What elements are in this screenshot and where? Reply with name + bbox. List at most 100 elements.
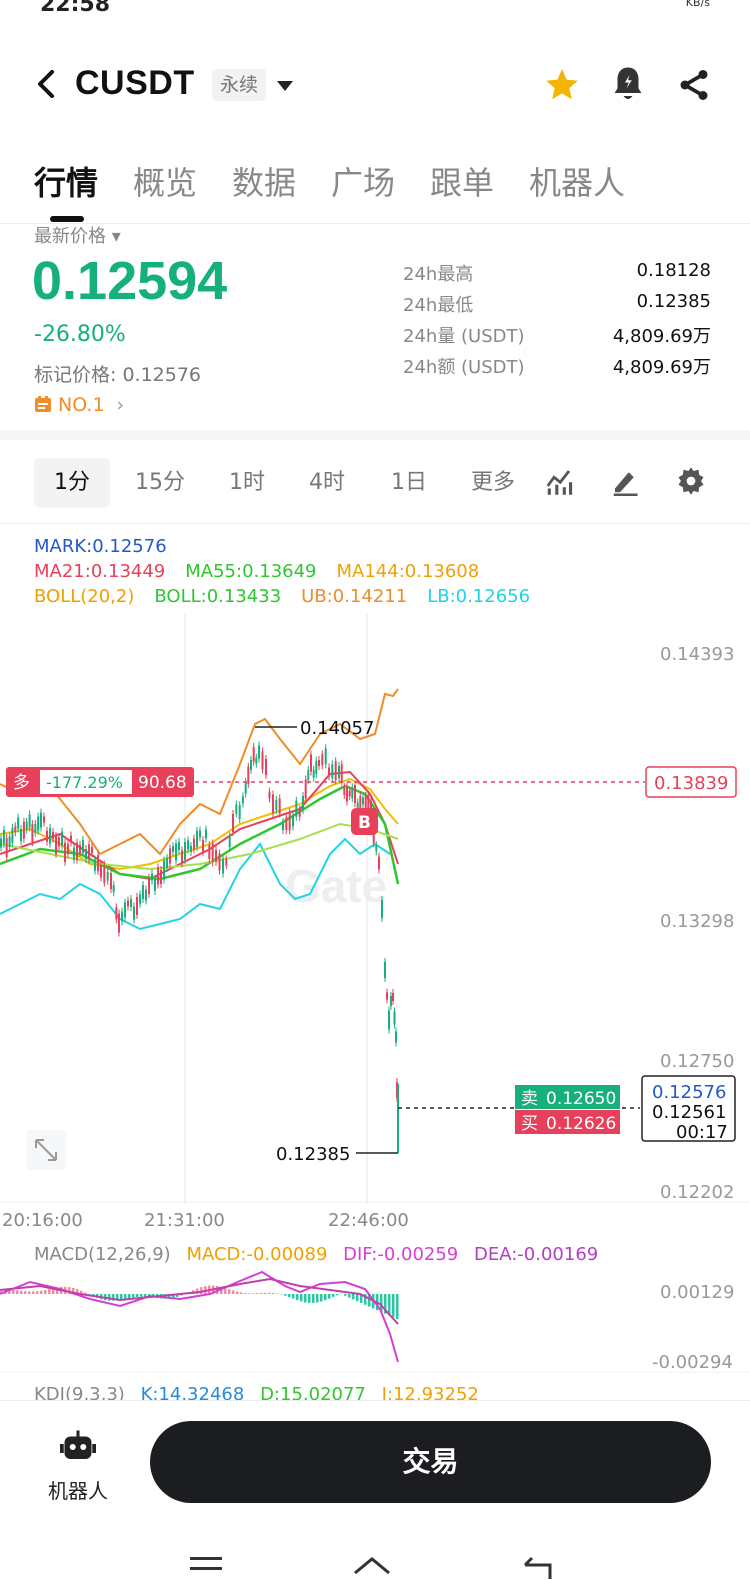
buy-label: 买	[521, 1114, 538, 1134]
legend-boll: BOLL(20,2)	[34, 586, 135, 607]
interval-15m[interactable]: 15分	[135, 470, 185, 495]
price-alert-bell-icon[interactable]	[610, 64, 646, 104]
buy-price: 0.12626	[546, 1114, 616, 1134]
macd-legend: MACD(12,26,9) MACD:-0.00089 DIF:-0.00259…	[34, 1244, 598, 1265]
macd-bar	[108, 1294, 111, 1301]
back-arrow-icon[interactable]	[32, 66, 62, 102]
latest-price-label[interactable]: 最新价格 ▾	[34, 226, 121, 247]
rank-badge[interactable]: NO.1 ›	[34, 394, 124, 416]
settings-gear-icon[interactable]	[676, 466, 706, 496]
macd-bar	[320, 1294, 323, 1302]
position-value: 90.68	[138, 773, 187, 793]
sell-price-badge[interactable]	[515, 1085, 620, 1109]
macd-bar	[44, 1290, 47, 1294]
position-pnl: -177.29%	[46, 773, 123, 792]
tab-copy-trade[interactable]: 跟单	[430, 164, 495, 202]
menu-icon[interactable]	[190, 1557, 222, 1570]
kdj-legend: KDJ(9,3,3) K:14.32468 D:15.02077 J:12.93…	[34, 1384, 479, 1400]
tab-robot[interactable]: 机器人	[529, 164, 626, 202]
dea-value: DEA:-0.00169	[474, 1244, 598, 1265]
pair-dropdown-icon[interactable]	[276, 80, 294, 92]
low-marker-label: 0.12385	[276, 1144, 350, 1165]
macd-bar	[272, 1293, 275, 1294]
buy-price-badge[interactable]	[515, 1110, 620, 1134]
macd-bar	[316, 1294, 319, 1303]
interval-bar: 1分 15分 1时 4时 1日 更多	[0, 440, 750, 524]
macd-bar	[240, 1292, 243, 1294]
macd-bar	[32, 1291, 35, 1294]
interval-1m[interactable]: 1分	[34, 458, 110, 508]
interval-1d[interactable]: 1日	[391, 470, 427, 495]
tab-square[interactable]: 广场	[331, 164, 396, 202]
macd-bar	[224, 1287, 227, 1294]
pair-title[interactable]: CUSDT	[75, 64, 195, 102]
interval-1h[interactable]: 1时	[229, 470, 265, 495]
price-axis-tick: 0.13298	[660, 911, 734, 932]
tab-market[interactable]: 行情	[34, 164, 99, 202]
macd-bar	[72, 1287, 75, 1294]
macd-bar	[168, 1294, 171, 1299]
macd-bar	[336, 1294, 339, 1296]
macd-bar	[392, 1294, 395, 1318]
robot-label[interactable]: 机器人	[48, 1479, 108, 1503]
sell-price: 0.12650	[546, 1089, 616, 1109]
kdj-d: D:15.02077	[260, 1384, 366, 1400]
macd-bar	[324, 1294, 327, 1301]
kline-chart[interactable]: MARK:0.12576 MA21:0.13449 MA55:0.13649 MA1…	[0, 524, 750, 1400]
position-side: 多	[13, 773, 30, 793]
macd-bar	[112, 1294, 115, 1301]
contract-type-tag: 永续	[212, 69, 267, 101]
macd-bar	[364, 1294, 367, 1305]
macd-bar	[344, 1294, 347, 1296]
favorite-star-icon[interactable]	[543, 66, 581, 104]
macd-bar	[36, 1291, 39, 1294]
interval-more[interactable]: 更多	[471, 470, 516, 495]
macd-bar	[116, 1294, 119, 1301]
chart-canvas[interactable]: Gate 0.14057 0.12385 多 -177.29% 90.68 0.…	[0, 524, 750, 1400]
macd-bar	[172, 1294, 175, 1298]
time-axis-tick: 22:46:00	[328, 1210, 409, 1231]
legend-boll-mid: BOLL:0.13433	[154, 586, 282, 607]
stat-row: 24h最低 0.12385	[403, 291, 711, 322]
back-nav-icon[interactable]	[523, 1556, 552, 1579]
fullscreen-icon[interactable]	[26, 1130, 66, 1170]
share-icon[interactable]	[676, 66, 712, 104]
trade-button[interactable]: 交易	[150, 1421, 711, 1503]
macd-bar	[368, 1294, 371, 1307]
stat-label: 24h最低	[403, 295, 474, 316]
chevron-right-icon: ›	[116, 394, 125, 416]
system-nav-bar	[190, 1556, 552, 1579]
candle-countdown: 00:17	[676, 1122, 728, 1143]
legend-ma21: MA21:0.13449	[34, 561, 166, 582]
mark-legend: MARK:0.12576	[34, 536, 187, 557]
macd-bar	[348, 1294, 351, 1298]
draw-pen-icon[interactable]	[610, 466, 640, 496]
indicator-icon[interactable]	[544, 466, 574, 496]
macd-bar	[80, 1290, 83, 1294]
macd-bar	[352, 1294, 355, 1300]
robot-icon[interactable]	[60, 1429, 96, 1465]
tab-data[interactable]: 数据	[232, 164, 297, 202]
mark-price: 标记价格: 0.12576	[34, 364, 202, 386]
macd-bar	[12, 1290, 15, 1294]
macd-bar	[220, 1286, 223, 1294]
macd-bar	[244, 1293, 247, 1294]
macd-bar	[308, 1294, 311, 1303]
home-icon[interactable]	[354, 1557, 390, 1575]
macd-bar	[356, 1294, 359, 1302]
interval-4h[interactable]: 4时	[309, 470, 345, 495]
macd-bar	[296, 1294, 299, 1301]
dif-line	[0, 1270, 399, 1363]
stat-value: 4,809.69万	[612, 326, 711, 347]
buy-marker[interactable]	[351, 808, 378, 835]
macd-bar	[84, 1292, 87, 1294]
current-last-price: 0.12561	[652, 1102, 726, 1123]
macd-bar	[200, 1287, 203, 1294]
macd-bar	[304, 1294, 307, 1303]
stats-24h: 24h最高 0.18128 24h最低 0.12385 24h量 (USDT) 4,8…	[403, 260, 711, 384]
rank-icon	[35, 396, 51, 412]
macd-bar	[388, 1294, 391, 1316]
tab-overview[interactable]: 概览	[133, 164, 198, 202]
macd-bar	[56, 1287, 59, 1294]
main-tabs: 行情 概览 数据 广场 跟单 机器人	[0, 158, 750, 224]
